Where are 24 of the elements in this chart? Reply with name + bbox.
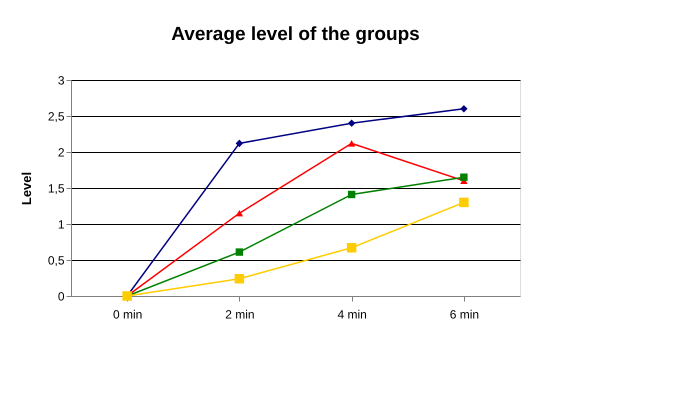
y-tick-label: 3	[58, 74, 65, 88]
y-tick-label: 1	[58, 218, 65, 232]
y-tick-label: 2,5	[48, 110, 65, 124]
point	[460, 173, 468, 181]
x-tick-label: 2 min	[225, 308, 255, 322]
point	[459, 198, 469, 208]
chart-title: Average level of the groups	[171, 24, 420, 45]
point	[460, 105, 468, 113]
point	[236, 140, 244, 148]
y-tick-label: 2	[58, 146, 65, 160]
y-tick-label: 1,5	[48, 182, 65, 196]
point	[348, 190, 356, 198]
x-tick-label: 0 min	[112, 308, 142, 322]
x-tick-label: 6 min	[450, 308, 480, 322]
y-tick-label: 0	[58, 290, 65, 304]
y-axis-title: Level	[18, 172, 34, 206]
x-tick-label: 4 min	[337, 308, 367, 322]
point	[348, 140, 356, 147]
point	[236, 248, 244, 256]
point	[346, 243, 356, 253]
point	[348, 119, 356, 127]
y-tick-label: 0,5	[48, 254, 65, 268]
point	[234, 274, 244, 284]
point	[236, 210, 244, 216]
